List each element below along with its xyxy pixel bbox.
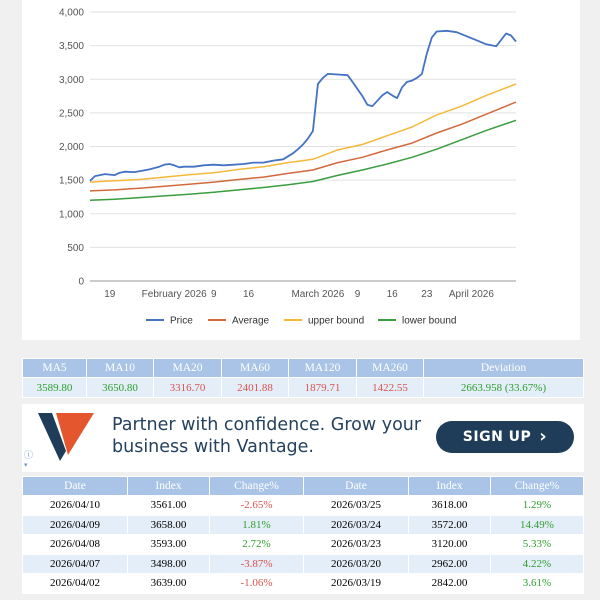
date-header: Date [22, 476, 128, 496]
table-row: 2026/04/09 3658.00 1.81% 2026/03/24 3572.00 1… [22, 514, 584, 535]
ma-header: Deviation [423, 358, 584, 378]
legend-label: upper bound [308, 316, 364, 327]
legend-label: lower bound [402, 316, 456, 327]
index-cell: 3658.00 [127, 514, 210, 535]
x-tick-label: 19 [104, 289, 116, 300]
ma-header: MA20 [153, 358, 222, 378]
x-tick-label: March 2026 [291, 289, 344, 300]
change-cell: 4.22% [490, 553, 584, 574]
table-row: 2026/04/10 3561.00 -2.65% 2026/03/25 3618.00… [22, 495, 584, 516]
change-cell: -3.87% [209, 553, 304, 574]
change-cell: 14.49% [490, 514, 584, 535]
ma-value: 1879.71 [288, 377, 357, 398]
series-line-lower-bound [89, 119, 517, 202]
ma-header: MA260 [356, 358, 424, 378]
change-cell: 1.29% [490, 495, 584, 516]
date-cell: 2026/04/02 [22, 573, 128, 594]
y-tick-label: 3,500 [59, 41, 84, 52]
date-cell: 2026/04/08 [22, 534, 128, 555]
x-tick-label: February 2026 [142, 289, 207, 300]
series-line-price [89, 29, 517, 182]
index-cell: 3593.00 [127, 534, 210, 555]
index-header-row: Date Index Change% Date Index Change% [22, 476, 584, 496]
date-cell: 2026/04/10 [22, 495, 128, 516]
change-cell: -1.06% [209, 573, 304, 594]
index-cell: 3572.00 [408, 514, 491, 535]
date-cell: 2026/03/24 [303, 514, 409, 535]
ma-value-row: 3589.80 3650.80 3316.70 2401.88 1879.71 … [22, 377, 584, 398]
x-tick-label: 23 [421, 289, 433, 300]
moving-average-table: MA5 MA10 MA20 MA60 MA120 MA260 Deviation… [22, 358, 584, 398]
ma-header: MA120 [288, 358, 357, 378]
y-tick-label: 0 [78, 277, 84, 288]
date-cell: 2026/03/23 [303, 534, 409, 555]
change-cell: 1.81% [209, 514, 304, 535]
y-tick-label: 1,500 [59, 176, 84, 187]
sign-up-button[interactable]: SIGN UP › [436, 421, 574, 453]
change-cell: -2.65% [209, 495, 304, 516]
chevron-right-icon: › [539, 426, 548, 447]
date-header: Date [303, 476, 409, 496]
table-row: 2026/04/08 3593.00 2.72% 2026/03/23 3120.00 5… [22, 534, 584, 555]
x-tick-label: 9 [355, 289, 361, 300]
ma-header: MA10 [86, 358, 154, 378]
index-cell: 3498.00 [127, 553, 210, 574]
y-tick-label: 2,500 [59, 108, 84, 119]
price-chart: 4,000 3,500 3,000 2,500 2,000 1,500 1,000 500 0 1… [59, 8, 517, 327]
date-cell: 2026/04/09 [22, 514, 128, 535]
x-tick-label: 16 [243, 289, 255, 300]
vantage-logo-icon [38, 413, 94, 461]
ma-header: MA5 [22, 358, 87, 378]
change-header: Change% [490, 476, 584, 496]
index-cell: 3618.00 [408, 495, 491, 516]
x-tick-label: April 2026 [449, 289, 494, 300]
index-cell: 3561.00 [127, 495, 210, 516]
legend-label: Price [170, 316, 193, 327]
change-header: Change% [209, 476, 304, 496]
ma-value: 3650.80 [86, 377, 154, 398]
y-tick-label: 500 [67, 243, 84, 254]
legend-label: Average [232, 316, 270, 327]
ma-header: MA60 [221, 358, 289, 378]
ad-chevron-icon[interactable]: ▾ [24, 462, 28, 469]
y-tick-label: 2,000 [59, 142, 84, 153]
series-line-upper-bound [89, 83, 517, 183]
date-cell: 2026/03/25 [303, 495, 409, 516]
y-tick-label: 3,000 [59, 75, 84, 86]
table-row: 2026/04/07 3498.00 -3.87% 2026/03/20 2962.00… [22, 553, 584, 574]
date-cell: 2026/03/20 [303, 553, 409, 574]
index-header: Index [408, 476, 491, 496]
change-cell: 2.72% [209, 534, 304, 555]
ma-header-row: MA5 MA10 MA20 MA60 MA120 MA260 Deviation [22, 358, 584, 378]
ma-value: 1422.55 [356, 377, 424, 398]
ad-info-icon[interactable]: ⓘ [24, 450, 34, 460]
deviation-value: 2663.958 (33.67%) [423, 377, 584, 398]
sign-up-label: SIGN UP [462, 429, 532, 445]
ad-headline: Partner with confidence. Grow your busin… [112, 415, 422, 457]
change-cell: 3.61% [490, 573, 584, 594]
ma-value: 3316.70 [153, 377, 222, 398]
ma-value: 2401.88 [221, 377, 289, 398]
index-table-body: 2026/04/10 3561.00 -2.65% 2026/03/25 3618.00… [22, 495, 584, 594]
index-cell: 2842.00 [408, 573, 491, 594]
date-cell: 2026/03/19 [303, 573, 409, 594]
date-cell: 2026/04/07 [22, 553, 128, 574]
ma-value: 3589.80 [22, 377, 87, 398]
x-tick-label: 9 [211, 289, 217, 300]
index-cell: 3120.00 [408, 534, 491, 555]
table-row: 2026/04/02 3639.00 -1.06% 2026/03/19 2842.00… [22, 573, 584, 594]
index-cell: 2962.00 [408, 553, 491, 574]
series-line-average [89, 101, 517, 192]
chart-panel: 4,000 3,500 3,000 2,500 2,000 1,500 1,000 500 0 1… [22, 0, 580, 340]
y-tick-label: 4,000 [59, 8, 84, 19]
index-history-table: Date Index Change% Date Index Change% 20… [22, 476, 584, 594]
ad-banner[interactable]: Partner with confidence. Grow your busin… [22, 404, 584, 472]
x-tick-label: 16 [387, 289, 399, 300]
index-header: Index [127, 476, 210, 496]
y-tick-label: 1,000 [59, 209, 84, 220]
index-cell: 3639.00 [127, 573, 210, 594]
change-cell: 5.33% [490, 534, 584, 555]
